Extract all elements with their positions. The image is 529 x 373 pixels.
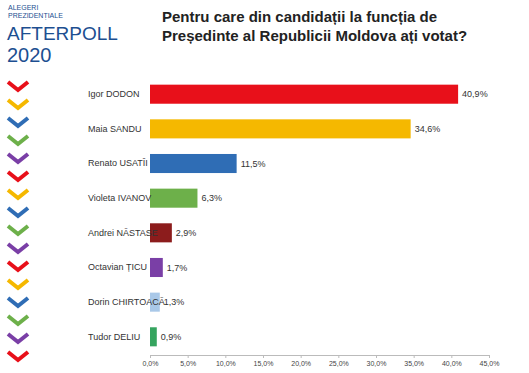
tick-label: Igor DODON bbox=[88, 89, 140, 99]
tick-label: 35,0% bbox=[404, 360, 424, 367]
bars bbox=[150, 85, 458, 347]
chevron bbox=[8, 262, 28, 270]
x-tick: 5,0% bbox=[180, 355, 196, 367]
tick-label: 40,0% bbox=[442, 360, 462, 367]
tick-mark bbox=[188, 355, 189, 358]
tick-mark bbox=[489, 355, 490, 358]
chevron bbox=[8, 118, 28, 126]
data-label: 1,3% bbox=[164, 297, 185, 307]
bar bbox=[150, 258, 163, 277]
chevron bbox=[8, 208, 28, 216]
logo-title: AFTERPOLL bbox=[7, 23, 118, 44]
x-tick: 40,0% bbox=[442, 355, 462, 367]
data-label: 34,6% bbox=[415, 124, 441, 134]
x-tick: 15,0% bbox=[254, 355, 274, 367]
chevron bbox=[8, 334, 28, 342]
logo-year: 2020 bbox=[7, 44, 52, 66]
tick-label: 20,0% bbox=[291, 360, 311, 367]
tick-label: 30,0% bbox=[367, 360, 387, 367]
x-tick: 0,0% bbox=[143, 355, 159, 367]
chevron bbox=[8, 280, 28, 288]
tick-label: Violeta IVANOV bbox=[88, 193, 151, 203]
chevron bbox=[8, 172, 28, 180]
y-tick: Andrei NĂSTASE bbox=[88, 228, 158, 238]
chevron bbox=[8, 190, 28, 198]
decoration bbox=[8, 82, 28, 360]
plot: 40,9% 34,6% 11,5% 6,3% 2,9% 1,7% 1,3% 0,9% 0,0% 5… bbox=[88, 77, 499, 367]
logo-caption: ALEGERIPREZIDENȚIALE bbox=[8, 4, 63, 20]
x-tick: 45,0% bbox=[480, 355, 500, 367]
tick-label: 10,0% bbox=[216, 360, 236, 367]
tick-mark bbox=[338, 355, 339, 358]
chevron bbox=[8, 316, 28, 324]
y-tick: Renato USATÎI bbox=[88, 158, 150, 168]
y-tick: Violeta IVANOV bbox=[88, 193, 151, 203]
title: Pentru care din candidații la funcția de… bbox=[162, 8, 467, 44]
data-label: 6,3% bbox=[201, 193, 222, 203]
tick-mark bbox=[451, 355, 452, 358]
tick-label: Octavian ȚICU bbox=[88, 262, 147, 272]
tick-label: Dorin CHIRTOACĂ bbox=[88, 297, 165, 307]
bar bbox=[150, 119, 411, 138]
axis-line bbox=[150, 77, 151, 356]
y-tick: Maia SANDU bbox=[88, 124, 150, 134]
chevron bbox=[8, 82, 28, 90]
data-label: 1,7% bbox=[167, 263, 188, 273]
data-labels: 40,9% 34,6% 11,5% 6,3% 2,9% 1,7% 1,3% 0,9% bbox=[161, 89, 488, 342]
tick-mark bbox=[263, 355, 264, 358]
tick-label: 0,0% bbox=[143, 360, 159, 367]
tick-label: Maia SANDU bbox=[88, 124, 142, 134]
tick-mark bbox=[301, 355, 302, 358]
tick-label: Tudor DELIU bbox=[88, 332, 140, 342]
y-tick: Dorin CHIRTOACĂ bbox=[88, 297, 165, 307]
chevron bbox=[8, 244, 28, 252]
bar bbox=[150, 85, 458, 104]
data-label: 0,9% bbox=[161, 332, 182, 342]
chevron bbox=[8, 352, 28, 360]
y-tick: Tudor DELIU bbox=[88, 332, 150, 342]
tick-label: 5,0% bbox=[180, 360, 196, 367]
tick-mark bbox=[150, 355, 151, 358]
chevron bbox=[8, 298, 28, 306]
x-tick: 35,0% bbox=[404, 355, 424, 367]
tick-mark bbox=[225, 355, 226, 358]
chevron bbox=[8, 136, 28, 144]
x-axis: 0,0% 5,0% 10,0% 15,0% 20,0% 25,0% 30,0% 35,0% 40… bbox=[143, 355, 500, 367]
bar bbox=[150, 189, 197, 208]
y-axis: Igor DODON Maia SANDU Renato USATÎI Violeta… bbox=[88, 77, 165, 356]
data-label: 11,5% bbox=[241, 159, 266, 169]
y-tick: Igor DODON bbox=[88, 89, 150, 99]
tick-label: 15,0% bbox=[254, 360, 274, 367]
x-tick: 10,0% bbox=[216, 355, 236, 367]
chevron bbox=[8, 154, 28, 162]
data-label: 40,9% bbox=[462, 89, 488, 99]
axis-line bbox=[151, 356, 490, 359]
x-tick: 30,0% bbox=[367, 355, 387, 367]
tick-mark bbox=[376, 355, 377, 358]
chevron bbox=[8, 226, 28, 234]
y-tick: Octavian ȚICU bbox=[88, 262, 150, 272]
bar bbox=[150, 327, 157, 346]
chevron bbox=[8, 100, 28, 108]
tick-label: Renato USATÎI bbox=[88, 158, 148, 168]
chart: ALEGERIPREZIDENȚIALE AFTERPOLL2020 Pentru … bbox=[0, 0, 529, 373]
tick-label: 25,0% bbox=[329, 360, 349, 367]
tick-label: Andrei NĂSTASE bbox=[88, 228, 158, 238]
x-tick: 20,0% bbox=[291, 355, 311, 367]
bar bbox=[150, 154, 237, 173]
tick-label: 45,0% bbox=[480, 360, 500, 367]
tick-mark bbox=[414, 355, 415, 358]
x-tick: 25,0% bbox=[329, 355, 349, 367]
data-label: 2,9% bbox=[176, 228, 197, 238]
